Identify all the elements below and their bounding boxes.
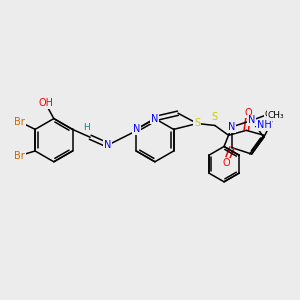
- Text: H: H: [83, 123, 90, 132]
- Text: Br: Br: [14, 116, 25, 127]
- Text: S: S: [212, 112, 218, 122]
- Text: O: O: [222, 158, 230, 168]
- Text: N: N: [104, 140, 112, 150]
- Text: NH: NH: [256, 121, 271, 130]
- Text: CH₃: CH₃: [265, 110, 281, 119]
- Text: Br: Br: [14, 151, 25, 161]
- Text: N: N: [133, 124, 140, 134]
- Text: CH₃: CH₃: [267, 111, 284, 120]
- Text: N: N: [248, 116, 255, 125]
- Text: O: O: [244, 108, 252, 118]
- Text: N: N: [228, 122, 236, 132]
- Text: S: S: [194, 118, 200, 128]
- Text: N: N: [151, 114, 159, 124]
- Text: OH: OH: [38, 98, 53, 108]
